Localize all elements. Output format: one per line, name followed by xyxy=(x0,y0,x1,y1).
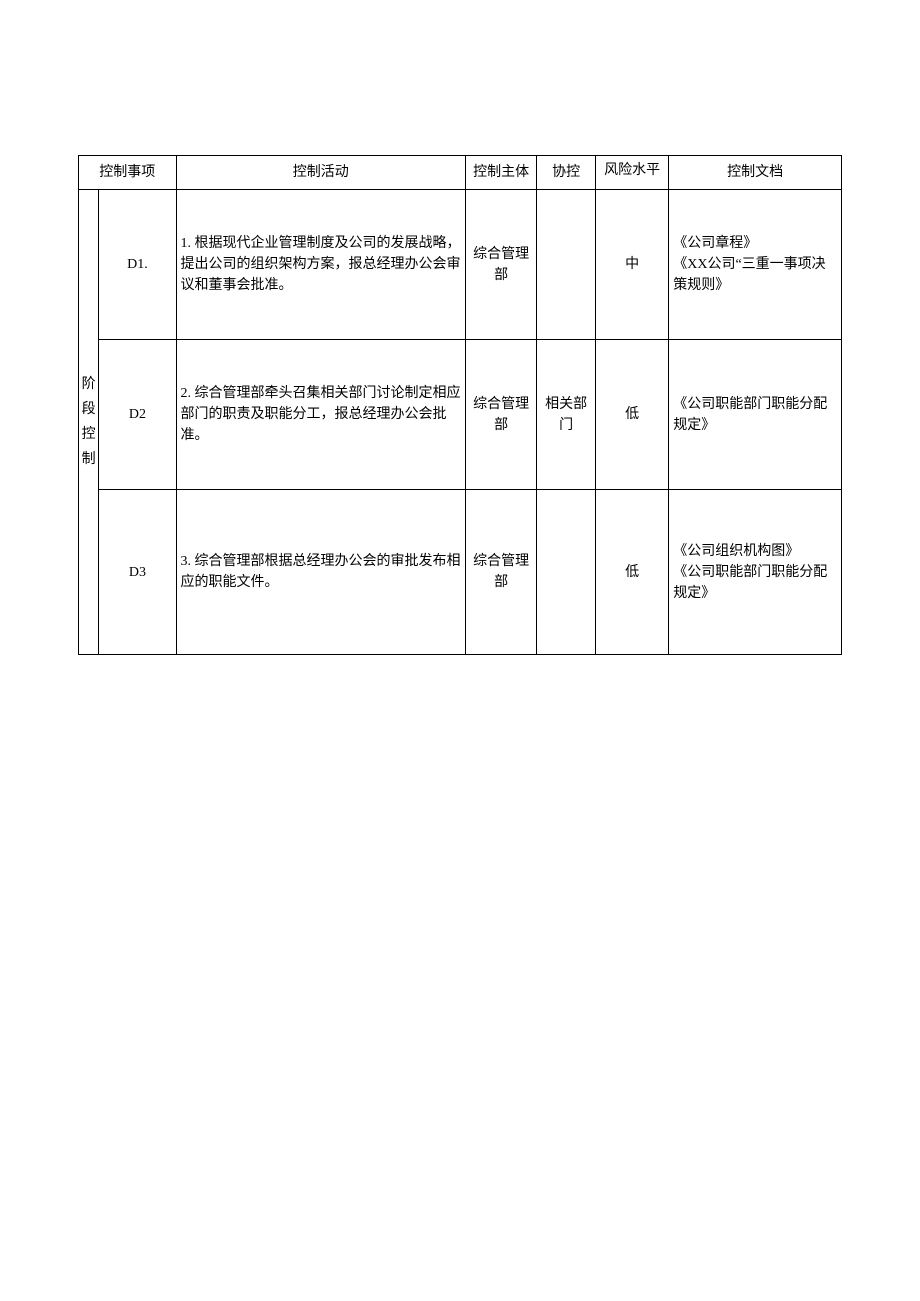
header-assist-control: 协控 xyxy=(537,156,596,190)
doc-line-1: 《公司章程》 xyxy=(673,236,757,251)
doc-line-2: 《公司职能部门职能分配规定》 xyxy=(673,565,827,601)
doc-line-2: 《XX公司“三重一事项决策规则》 xyxy=(673,257,825,293)
table-row: D3 3. 综合管理部根据总经理办公会的审批发布相应的职能文件。 综合管理部 低… xyxy=(79,490,842,655)
header-control-doc: 控制文档 xyxy=(669,156,842,190)
cell-item: D1. xyxy=(99,190,176,340)
table-row: D2 2. 综合管理部牵头召集相关部门讨论制定相应部门的职责及职能分工，报总经理… xyxy=(79,340,842,490)
header-control-activity: 控制活动 xyxy=(176,156,466,190)
header-control-subject: 控制主体 xyxy=(466,156,537,190)
doc-line-1: 《公司组织机构图》 xyxy=(673,544,799,559)
cell-risk: 中 xyxy=(596,190,669,340)
cell-doc: 《公司职能部门职能分配规定》 xyxy=(669,340,842,490)
cell-assist xyxy=(537,490,596,655)
cell-risk: 低 xyxy=(596,490,669,655)
cell-subject: 综合管理部 xyxy=(466,340,537,490)
cell-risk: 低 xyxy=(596,340,669,490)
cell-assist: 相关部门 xyxy=(537,340,596,490)
cell-subject: 综合管理部 xyxy=(466,190,537,340)
cell-subject: 综合管理部 xyxy=(466,490,537,655)
phase-label: 阶段控制 xyxy=(79,190,99,655)
cell-doc: 《公司组织机构图》 《公司职能部门职能分配规定》 xyxy=(669,490,842,655)
cell-activity: 2. 综合管理部牵头召集相关部门讨论制定相应部门的职责及职能分工，报总经理办公会… xyxy=(176,340,466,490)
header-risk-level: 风险水平 xyxy=(596,156,669,190)
cell-doc: 《公司章程》 《XX公司“三重一事项决策规则》 xyxy=(669,190,842,340)
header-control-matter: 控制事项 xyxy=(79,156,177,190)
cell-assist xyxy=(537,190,596,340)
cell-item: D3 xyxy=(99,490,176,655)
control-table: 控制事项 控制活动 控制主体 协控 风险水平 控制文档 阶段控制 D1. 1. … xyxy=(78,155,842,655)
cell-activity: 3. 综合管理部根据总经理办公会的审批发布相应的职能文件。 xyxy=(176,490,466,655)
table-header-row: 控制事项 控制活动 控制主体 协控 风险水平 控制文档 xyxy=(79,156,842,190)
cell-item: D2 xyxy=(99,340,176,490)
table-row: 阶段控制 D1. 1. 根据现代企业管理制度及公司的发展战略，提出公司的组织架构… xyxy=(79,190,842,340)
phase-label-text: 阶段控制 xyxy=(82,377,96,468)
cell-activity: 1. 根据现代企业管理制度及公司的发展战略，提出公司的组织架构方案，报总经理办公… xyxy=(176,190,466,340)
